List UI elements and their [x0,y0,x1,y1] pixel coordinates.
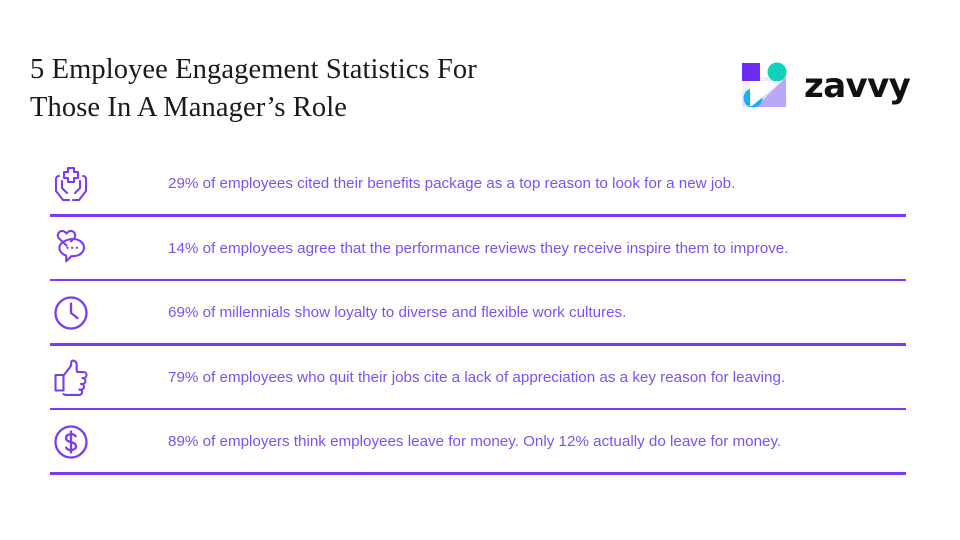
row-divider [50,343,906,346]
stat-row: 29% of employees cited their benefits pa… [0,152,960,217]
stat-text: 79% of employees who quit their jobs cit… [168,368,786,386]
dollar-coin-icon [48,419,94,465]
clock-icon [48,290,94,336]
zavvy-z-logo-mark-icon [738,59,790,111]
stat-text: 89% of employers think employees leave f… [168,433,782,451]
thumbs-up-icon [48,355,94,401]
stat-text: 69% of millennials show loyalty to diver… [168,304,627,322]
zavvy-wordmark: zavvy [804,66,911,106]
row-divider [50,472,906,475]
header: 5 Employee Engagement Statistics For Tho… [0,0,960,140]
row-divider [50,214,906,217]
stat-text: 29% of employees cited their benefits pa… [168,175,736,193]
stat-text: 14% of employees agree that the performa… [168,239,789,257]
stat-row: 89% of employers think employees leave f… [0,410,960,475]
zavvy-logo: zavvy [738,59,911,111]
stat-row: 14% of employees agree that the performa… [0,217,960,281]
stat-row: 79% of employees who quit their jobs cit… [0,346,960,410]
hands-holding-medical-cross-icon [48,161,94,207]
row-divider [50,407,906,410]
heart-speech-bubble-icon [48,226,94,272]
stat-row: 69% of millennials show loyalty to diver… [0,281,960,346]
stats-list: 29% of employees cited their benefits pa… [0,152,960,475]
page-title: 5 Employee Engagement Statistics For Tho… [30,54,477,123]
row-divider [50,278,906,281]
